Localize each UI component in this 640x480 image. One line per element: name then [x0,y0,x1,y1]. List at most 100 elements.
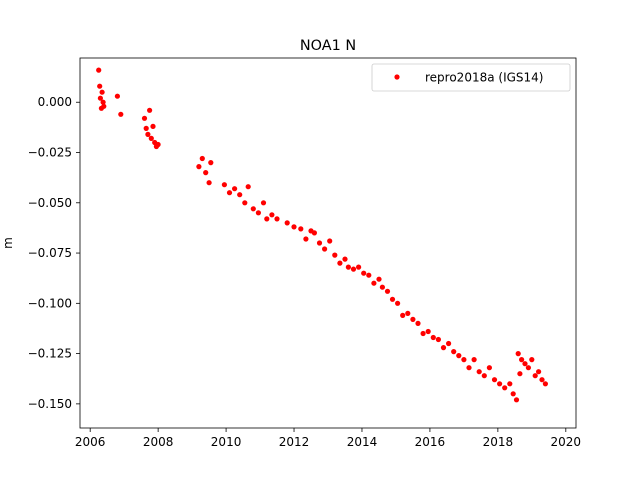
data-point [203,170,209,176]
data-point [345,264,351,270]
y-axis-label: m [1,237,15,249]
x-axis: 2006 2008 2010 2012 2014 2016 2018 2020 [75,428,581,449]
data-point [435,336,441,343]
data-point [97,83,103,89]
plot-area [96,67,549,403]
data-point [350,266,357,272]
data-point [337,260,343,266]
axes-frame [79,57,577,429]
data-point [226,190,233,196]
data-point [376,276,382,282]
legend-box [371,63,571,92]
data-point [513,397,520,403]
data-point [291,224,297,230]
data-point [415,320,421,326]
x-tick-label: 2020 [551,435,582,449]
data-point [303,236,309,242]
chart-title: NOA1 N [300,38,356,54]
data-point [425,328,431,335]
data-point [532,373,538,379]
y-tick-label: −0.075 [28,246,72,260]
data-point [379,284,385,290]
data-point [517,371,523,377]
data-point [456,353,462,359]
data-point [389,296,396,302]
data-point [395,300,401,306]
data-point [99,89,105,95]
y-tick-label: −0.125 [28,347,72,361]
data-point [371,280,377,286]
data-point [476,369,482,375]
data-point [118,111,124,117]
data-point [525,365,532,371]
data-point [97,95,103,101]
data-point [405,310,411,316]
data-point [481,373,487,379]
data-point [145,131,151,137]
data-point [260,200,267,206]
data-point [242,200,248,206]
data-point [264,216,270,222]
data-point [206,180,212,186]
data-point [298,226,304,232]
data-point [342,256,348,262]
y-tick-label: −0.150 [28,397,72,411]
data-point [515,351,521,357]
data-point [316,240,323,246]
x-tick-label: 2012 [279,435,310,449]
data-point [466,365,472,371]
y-tick-label: −0.100 [28,296,72,310]
data-point [274,216,280,222]
data-point [141,115,148,121]
data-point [221,182,227,188]
data-point [237,192,243,198]
data-point [269,212,275,218]
data-point [101,103,107,109]
data-point [410,316,416,322]
data-point [255,210,261,216]
data-point [311,230,317,236]
data-point [430,334,436,341]
x-tick-label: 2008 [143,435,174,449]
data-point [114,93,120,99]
data-point [519,357,525,363]
legend-marker [394,74,400,80]
data-point [245,184,251,190]
data-point [529,357,535,363]
data-point [536,369,542,375]
x-tick-label: 2014 [347,435,378,449]
data-point [497,381,503,387]
data-point [356,264,362,270]
data-point [366,272,372,278]
data-point [384,288,391,294]
data-point [542,381,549,387]
data-point [147,107,153,113]
legend: repro2018a (IGS14) [371,63,571,92]
series-0 [96,67,549,403]
data-point [155,141,161,148]
data-point [539,377,545,383]
y-axis: 0.000 −0.025 −0.050 −0.075 −0.100 −0.125 −0.15… [28,95,80,411]
y-tick-label: 0.000 [38,95,72,109]
y-tick-label: −0.025 [28,146,72,160]
data-point [332,252,338,258]
x-tick-label: 2006 [75,435,106,449]
data-point [150,123,156,129]
data-point [148,135,154,141]
data-point [440,345,447,351]
data-point [232,186,238,192]
data-point [471,357,477,363]
data-point [143,125,149,131]
data-point [400,312,406,318]
data-point [461,357,467,363]
data-point [327,238,333,244]
x-tick-label: 2010 [211,435,242,449]
data-point [284,220,290,226]
data-point [96,67,102,73]
data-point [199,155,205,162]
data-point [322,246,328,252]
x-tick-label: 2016 [415,435,446,449]
data-point [510,391,516,397]
data-point [196,164,202,170]
